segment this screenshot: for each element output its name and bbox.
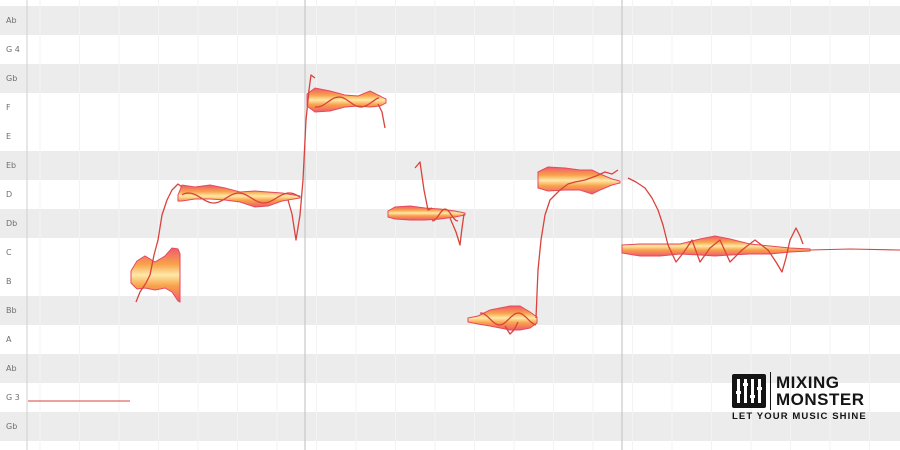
pitch-row[interactable] (0, 151, 900, 180)
pitch-curve (181, 192, 301, 204)
note-blob[interactable] (621, 235, 811, 257)
pitch-curve (627, 177, 804, 273)
pitch-label: A (6, 334, 12, 344)
brand-line-2: MONSTER (776, 390, 865, 409)
pitch-label: C (6, 247, 12, 257)
pitch-curve (431, 208, 459, 222)
pitch-label: G 3 (6, 392, 20, 402)
pitch-curve (377, 103, 386, 129)
pitch-curve (414, 161, 433, 211)
brand-tagline: LET YOUR MUSIC SHINE (732, 411, 867, 422)
pitch-curve (287, 74, 316, 241)
mixing-monster-logo: MIXING MONSTER LET YOUR MUSIC SHINE (732, 370, 892, 422)
note-blob[interactable] (130, 247, 181, 303)
pitch-row[interactable] (0, 35, 900, 64)
mixer-faders-icon (732, 374, 766, 408)
note-blob[interactable] (387, 205, 466, 221)
note-blob[interactable] (177, 184, 301, 208)
pitch-label: Ab (6, 15, 17, 25)
pitch-label: Gb (6, 73, 18, 83)
pitch-curve (449, 213, 465, 246)
pitch-label: G 4 (6, 44, 20, 54)
pitch-label: Bb (6, 305, 17, 315)
logo-divider (770, 372, 771, 410)
pitch-row[interactable] (0, 122, 900, 151)
note-blob[interactable] (467, 305, 538, 331)
pitch-label: Gb (6, 421, 18, 431)
pitch-curve (314, 96, 380, 108)
note-blob[interactable] (537, 166, 621, 195)
pitch-row[interactable] (0, 296, 900, 325)
pitch-label: B (6, 276, 12, 286)
pitch-row[interactable] (0, 325, 900, 354)
pitch-curve (135, 183, 183, 303)
pitch-label: Db (6, 218, 18, 228)
pitch-row[interactable] (0, 6, 900, 35)
pitch-curve (809, 248, 900, 251)
pitch-row[interactable] (0, 412, 900, 441)
pitch-curve (504, 321, 519, 335)
pitch-row[interactable] (0, 180, 900, 209)
pitch-curve (479, 312, 537, 326)
pitch-label: D (6, 189, 13, 199)
pitch-label: E (6, 131, 12, 141)
pitch-label: Ab (6, 363, 17, 373)
pitch-label: Eb (6, 160, 17, 170)
pitch-row[interactable] (0, 93, 900, 122)
pitch-label: F (6, 102, 11, 112)
pitch-curve (535, 169, 619, 319)
brand-line-1: MIXING (776, 373, 840, 392)
pitch-row[interactable] (0, 64, 900, 93)
